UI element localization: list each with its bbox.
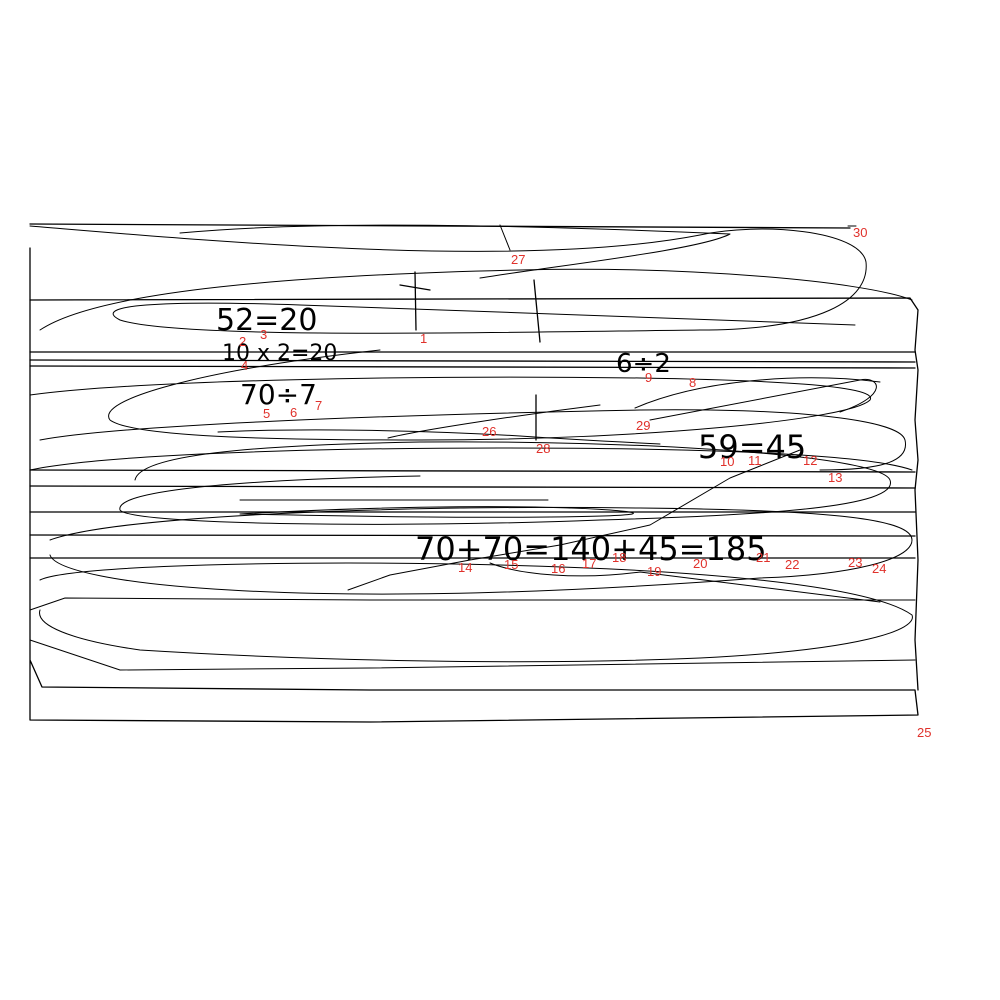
handwriting-line: 52=20 bbox=[216, 303, 317, 338]
marker-label: 7 bbox=[315, 398, 322, 413]
handwriting-line: 10 x 2=20 bbox=[222, 341, 337, 366]
marker-label: 23 bbox=[848, 555, 862, 570]
marker-label: 18 bbox=[612, 550, 626, 565]
marker-label: 30 bbox=[853, 225, 867, 240]
marker-label: 2 bbox=[239, 334, 246, 349]
marker-label: 9 bbox=[645, 370, 652, 385]
marker-label: 1 bbox=[420, 331, 427, 346]
marker-label: 16 bbox=[551, 561, 565, 576]
marker-label: 29 bbox=[636, 418, 650, 433]
marker-label: 13 bbox=[828, 470, 842, 485]
marker-label: 6 bbox=[290, 405, 297, 420]
scribble-strokes bbox=[29, 223, 919, 723]
marker-label: 24 bbox=[872, 561, 886, 576]
marker-label: 17 bbox=[582, 556, 596, 571]
marker-label: 27 bbox=[511, 252, 525, 267]
marker-label: 26 bbox=[482, 424, 496, 439]
marker-label: 11 bbox=[748, 453, 762, 468]
marker-label: 15 bbox=[504, 557, 518, 572]
marker-label: 20 bbox=[693, 556, 707, 571]
marker-label: 19 bbox=[647, 564, 661, 579]
handwriting-line: 70+70=140+45=185 bbox=[415, 530, 767, 568]
marker-label: 10 bbox=[720, 454, 734, 469]
handwriting-line: 59=45 bbox=[698, 428, 806, 466]
handwritten-math: 52=20 10 x 2=20 70÷7 6÷2 59=45 70+70=140… bbox=[216, 303, 806, 568]
marker-label: 14 bbox=[458, 560, 472, 575]
marker-label: 8 bbox=[689, 375, 696, 390]
marker-label: 28 bbox=[536, 441, 550, 456]
marker-label: 5 bbox=[263, 406, 270, 421]
marker-label: 4 bbox=[241, 358, 248, 373]
marker-label: 12 bbox=[803, 453, 817, 468]
handwriting-line: 70÷7 bbox=[240, 378, 317, 411]
marker-labels: 1 2 3 4 5 6 7 8 9 10 11 12 13 14 15 16 1… bbox=[239, 225, 931, 740]
marker-label: 22 bbox=[785, 557, 799, 572]
marker-label: 25 bbox=[917, 725, 931, 740]
handwriting-line: 6÷2 bbox=[616, 349, 671, 379]
marker-label: 21 bbox=[756, 550, 770, 565]
marker-label: 3 bbox=[260, 327, 267, 342]
